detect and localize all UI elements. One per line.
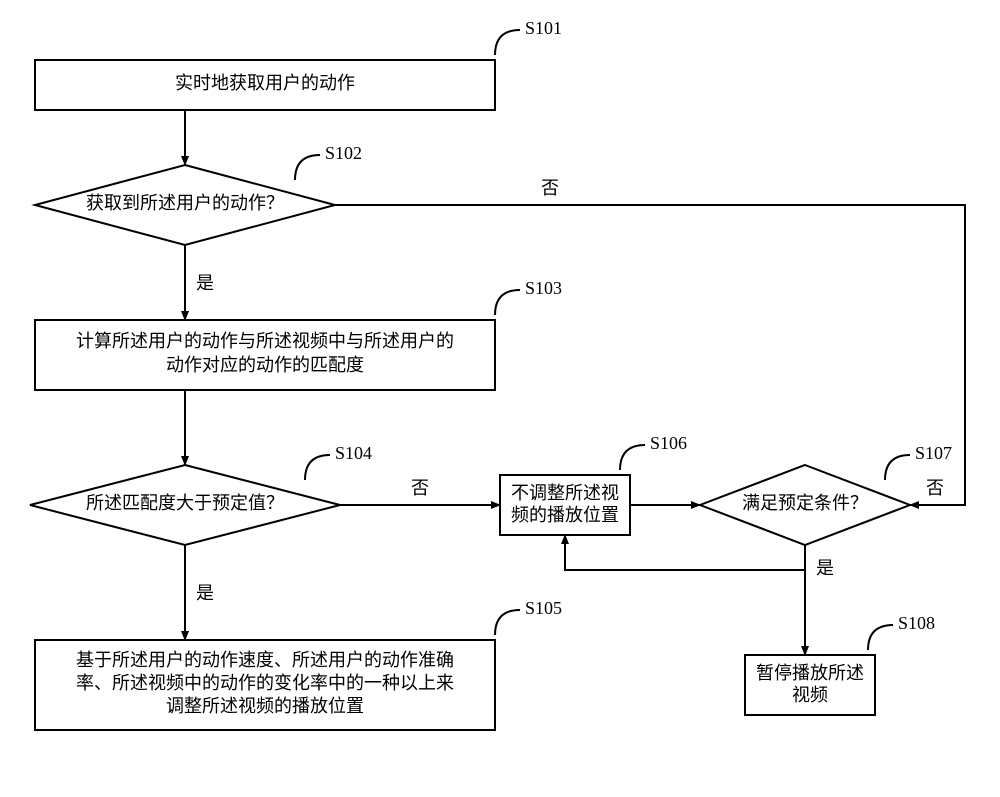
edge-s104-s106-label: 否 [411,478,429,498]
node-s105-line1: 基于所述用户的动作速度、所述用户的动作准确 [76,650,454,670]
node-s103-line2: 动作对应的动作的匹配度 [166,355,364,375]
edge-s107-s106-label: 否 [926,478,944,498]
node-s108: 暂停播放所述 视频 [745,655,875,715]
node-s101-text: 实时地获取用户的动作 [175,73,355,93]
node-s105: 基于所述用户的动作速度、所述用户的动作准确 率、所述视频中的动作的变化率中的一种… [35,640,495,730]
node-s103: 计算所述用户的动作与所述视频中与所述用户的 动作对应的动作的匹配度 [35,320,495,390]
tag-s102: S102 [295,143,362,180]
node-s105-line3: 调整所述视频的播放位置 [166,696,364,716]
tag-s107-text: S107 [915,443,952,463]
edge-s107-s108-label: 是 [816,558,834,578]
tag-s105: S105 [495,598,562,635]
node-s106-line2: 频的播放位置 [511,505,619,525]
tag-s107: S107 [885,443,952,480]
edge-s102-s107-label: 否 [541,178,559,198]
node-s106-line1: 不调整所述视 [511,483,619,503]
node-s102: 获取到所述用户的动作？ [35,165,335,245]
tag-s106-text: S106 [650,433,687,453]
node-s105-line2: 率、所述视频中的动作的变化率中的一种以上来 [76,673,454,693]
node-s106: 不调整所述视 频的播放位置 [500,475,630,535]
tag-s101: S101 [495,18,562,55]
node-s108-line1: 暂停播放所述 [756,663,864,683]
tag-s103: S103 [495,278,562,315]
edge-s104-s105-label: 是 [196,583,214,603]
node-s101: 实时地获取用户的动作 [35,60,495,110]
tag-s105-text: S105 [525,598,562,618]
tag-s106: S106 [620,433,687,470]
edge-s102-s103-label: 是 [196,273,214,293]
tag-s108: S108 [868,613,935,650]
edge-s107-s106 [565,535,805,570]
tag-s101-text: S101 [525,18,562,38]
tag-s108-text: S108 [898,613,935,633]
node-s104-text: 所述匹配度大于预定值？ [86,493,284,513]
flowchart-diagram: 实时地获取用户的动作 计算所述用户的动作与所述视频中与所述用户的 动作对应的动作… [0,0,1000,797]
tag-s103-text: S103 [525,278,562,298]
node-s107-text: 满足预定条件？ [742,493,868,513]
tag-s104: S104 [305,443,372,480]
tag-s104-text: S104 [335,443,372,463]
tag-s102-text: S102 [325,143,362,163]
node-s103-line1: 计算所述用户的动作与所述视频中与所述用户的 [76,331,454,351]
node-s108-line2: 视频 [792,685,828,705]
node-s104: 所述匹配度大于预定值？ [30,465,340,545]
node-s107: 满足预定条件？ [700,465,910,545]
node-s102-text: 获取到所述用户的动作？ [86,193,284,213]
